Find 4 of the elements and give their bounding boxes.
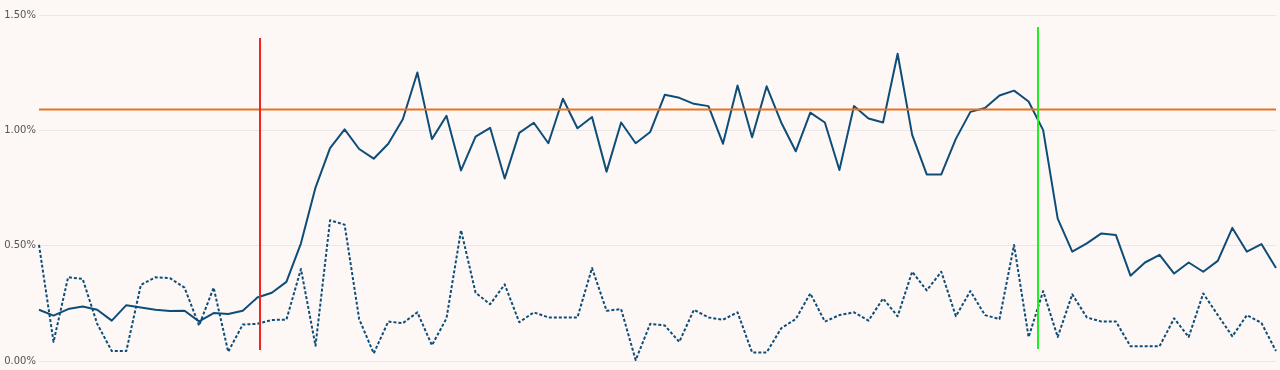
y-tick-label: 1.00%: [4, 123, 36, 135]
y-tick-label: 0.50%: [4, 239, 36, 251]
y-tick-label: 0.00%: [4, 354, 36, 366]
y-tick-label: 1.50%: [4, 8, 36, 20]
